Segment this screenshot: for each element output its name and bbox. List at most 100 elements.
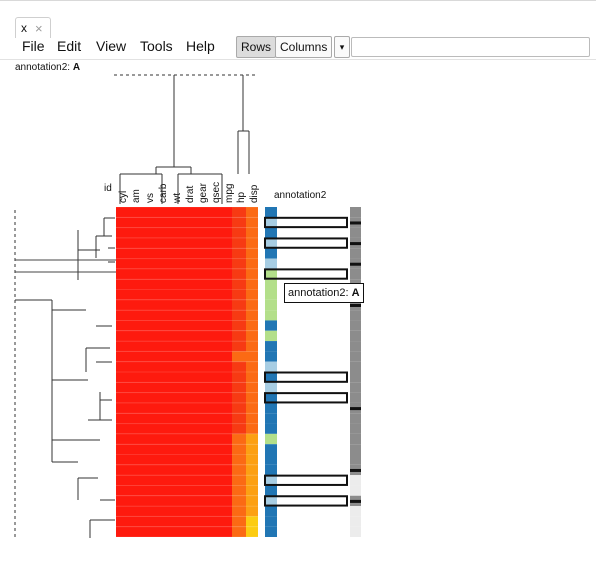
annotation-cell (277, 516, 347, 527)
heatmap-cell (232, 485, 246, 496)
menu-tools[interactable]: Tools (140, 38, 173, 54)
annotation-cell (277, 330, 347, 342)
annotation-highlight (264, 392, 348, 404)
annotation-cell (277, 227, 347, 238)
heatmap-cell (232, 433, 246, 445)
heatmap-cell (232, 392, 246, 403)
heatmap-row (116, 217, 232, 228)
annotation-cell (265, 444, 277, 455)
annotation-cell (265, 361, 277, 372)
heatmap-row (116, 485, 232, 496)
annotation-cell (277, 237, 347, 249)
tab-label: x (21, 21, 27, 35)
menu-edit[interactable]: Edit (57, 38, 82, 54)
annotation-cell (265, 299, 277, 311)
heatmap-cell (232, 258, 246, 269)
annotation-cell (350, 413, 361, 424)
menu-view[interactable]: View (96, 38, 127, 54)
annotation-cell (277, 402, 347, 414)
annotation-cell (350, 227, 361, 238)
heatmap-cell (246, 495, 258, 507)
heatmap-row (116, 392, 232, 403)
heatmap-cell (232, 516, 246, 527)
heatmap-cell (232, 351, 246, 362)
annotation-cell (265, 289, 277, 300)
annotation-cell (350, 516, 361, 527)
heatmap-cell (232, 248, 246, 259)
annotation-cell (265, 402, 277, 414)
heatmap-cell (232, 279, 246, 290)
tooltip-value: A (351, 287, 360, 299)
heatmap-row (116, 227, 232, 238)
heatmap-row (116, 382, 232, 393)
heatmap-cell (246, 289, 258, 300)
annotation-cell (277, 444, 347, 455)
heatmap-cell (246, 475, 258, 486)
annotation-cell (350, 506, 361, 517)
heatmap-row (116, 237, 232, 249)
annotation-cell (277, 506, 347, 517)
heatmap-cell (246, 413, 258, 424)
heatmap-cell (246, 464, 258, 476)
annotation-cell (265, 227, 277, 238)
annotation-marker (350, 499, 361, 503)
annotation-cell (265, 310, 277, 321)
annotation-cell (265, 248, 277, 259)
annotation-cell (350, 444, 361, 455)
annotation-cell (265, 506, 277, 517)
annotation-cell (277, 310, 347, 321)
heatmap-cell (246, 227, 258, 238)
annotation-cell (265, 207, 277, 218)
annotation-cell (265, 464, 277, 476)
annotation-cell (277, 433, 347, 445)
heatmap-row (116, 433, 232, 445)
heatmap-cell (232, 237, 246, 249)
annotation-cell (350, 433, 361, 445)
annotation-cell (277, 423, 347, 434)
chevron-down-icon[interactable]: ▾ (334, 36, 350, 58)
heatmap-row (116, 413, 232, 424)
heatmap-cell (232, 526, 246, 537)
annotation-cell (277, 299, 347, 311)
annotation-cell (265, 475, 277, 486)
heatmap-row (116, 268, 232, 280)
annotation-cell (277, 382, 347, 393)
heatmap-cell (232, 341, 246, 352)
heatmap-cell (246, 372, 258, 383)
annotation-cell (277, 475, 347, 486)
annotation-cell (277, 413, 347, 424)
tab-x[interactable]: x × (15, 17, 51, 38)
heatmap-row (116, 351, 232, 362)
heatmap-cell (246, 382, 258, 393)
annotation-cell (277, 464, 347, 476)
heatmap-cell (246, 444, 258, 455)
annotation-cell (265, 320, 277, 331)
annotation-cell (350, 341, 361, 352)
heatmap-cell (232, 475, 246, 486)
heatmap-row (116, 495, 232, 507)
heatmap-cell (246, 392, 258, 403)
heatmap-cell (246, 268, 258, 280)
annotation-cell (350, 361, 361, 372)
annotation-cell (277, 495, 347, 507)
menu-help[interactable]: Help (186, 38, 215, 54)
column-header-id[interactable]: id (104, 183, 112, 194)
annotation-marker (350, 407, 361, 411)
columns-toggle-button[interactable]: Columns (275, 36, 333, 58)
heatmap-row (116, 464, 232, 476)
row-dendrogram (14, 210, 115, 538)
annotation-cell (350, 372, 361, 383)
annotation-cell (277, 361, 347, 372)
heatmap-cell (232, 310, 246, 321)
close-icon[interactable]: × (35, 21, 43, 36)
heatmap-row (116, 341, 232, 352)
annotation-cell (277, 454, 347, 465)
annotation-cell (350, 207, 361, 218)
search-input[interactable] (351, 37, 590, 57)
rows-toggle-button[interactable]: Rows (236, 36, 277, 58)
heatmap-cell (232, 289, 246, 300)
heatmap-cell (246, 207, 258, 218)
annotation-cell (350, 268, 361, 280)
annotation-cell (350, 248, 361, 259)
menu-file[interactable]: File (22, 38, 45, 54)
